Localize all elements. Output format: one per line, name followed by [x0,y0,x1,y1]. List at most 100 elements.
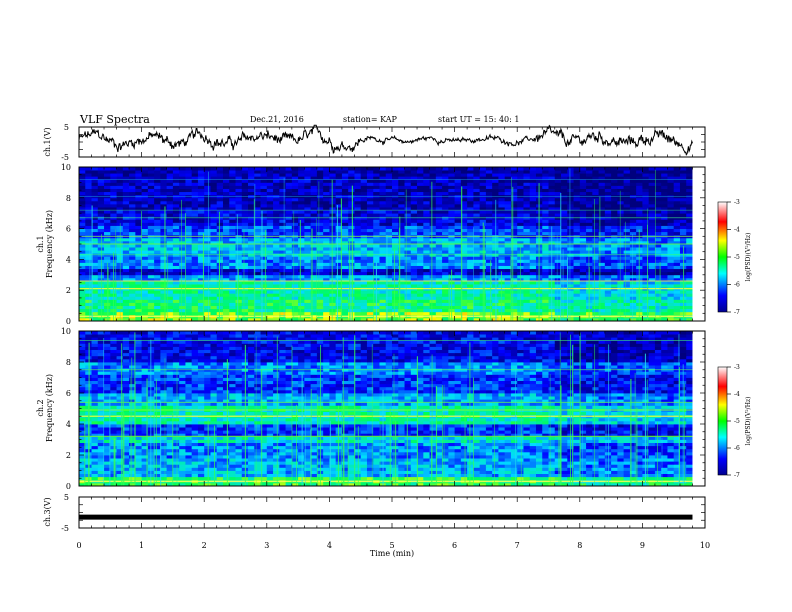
spectrogram-cell [435,170,443,174]
spectrogram-cell [116,207,124,211]
spectrogram-cell [529,305,537,310]
spectrogram-cell [523,228,531,233]
spectrogram-cell [298,299,305,303]
spectrogram-cell [667,219,675,223]
spectrogram-cell [648,280,656,285]
spectrogram-cell [510,296,518,300]
spectrogram-cell [329,265,337,270]
spectrogram-cell [122,231,130,236]
spectrogram-cell [598,219,606,223]
spectrogram-cell [185,170,193,174]
spectrogram-cell [291,317,299,322]
spectrogram-cell [210,250,218,254]
spectrogram-cell [629,231,637,236]
spectrogram-cell [323,256,330,260]
spectrogram-cell [417,222,424,226]
spectrogram-cell [216,228,224,233]
spectrogram-cell [642,247,650,251]
spectrogram-cell [329,317,337,322]
spectrogram-cell [154,280,161,285]
spectrogram-cell [235,225,243,229]
spectrogram-cell [254,299,261,303]
spectrogram-cell [404,219,412,223]
spectrogram-cell [448,197,455,202]
spectrogram-cell [285,311,293,316]
spectrogram-cell [379,271,387,276]
spectrogram-cell [592,296,599,300]
spectrogram-cell [673,262,681,266]
spectrogram-cell [429,259,437,263]
spectrogram-cell [661,299,668,303]
spectrogram-cell [197,247,205,251]
spectrogram-cell [129,308,136,313]
spectrogram-cell [329,311,337,316]
spectrogram-cell [248,203,255,208]
spectrogram-cell [210,225,218,229]
spectrogram-cell [229,228,236,233]
spectrogram-cell [642,274,650,279]
spectrogram-cell [661,317,668,322]
spectrogram-cell [116,317,124,322]
spectrogram-cell [654,188,662,193]
spectrogram-cell [636,213,643,217]
spectrogram-cell [429,302,437,306]
spectrogram-cell [592,262,599,266]
spectrogram-cell [179,296,186,300]
spectrogram-cell [116,176,124,180]
spectrogram-cell [398,256,405,260]
spectrogram-cell [479,179,487,183]
spectrogram-cell [204,213,211,217]
spectrogram-cell [473,311,481,316]
spectrogram-cell [122,240,130,245]
spectrogram-cell [567,302,574,306]
spectrogram-cell [122,271,130,276]
spectrogram-cell [185,311,193,316]
spectrogram-cell [579,182,587,186]
spectrogram-cell [241,302,249,306]
spectrogram-cell [667,213,675,217]
spectrogram-cell [191,290,199,294]
spectrogram-cell [279,182,286,186]
spectrogram-cell [147,265,155,270]
spectrogram-cell [179,173,186,177]
spectrogram-cell [122,213,130,217]
spectrogram-cell [360,317,368,322]
spectrogram-cell [592,228,599,233]
spectrogram-cell [429,317,437,322]
spectrogram-cell [467,197,474,202]
spectrogram-cell [135,203,142,208]
spectrogram-cell [79,167,86,171]
spectrogram-cell [648,219,656,223]
spectrogram-cell [235,219,243,223]
spectrogram-cell [554,256,562,260]
spectrogram-cell [254,244,261,248]
spectrogram-cell [510,219,518,223]
spectrogram-cell [554,305,562,310]
spectrogram-cell [216,293,224,297]
spectrogram-cell [485,274,493,279]
spectrogram-cell [686,293,693,297]
spectrogram-cell [85,170,92,174]
spectrogram-cell [642,256,650,260]
spectrogram-cell [110,207,117,211]
spectrogram-cell [129,265,136,270]
spectrogram-cell [517,179,524,183]
spectrogram-cell [85,305,92,310]
spectrogram-cell [354,305,362,310]
spectrogram-cell [97,210,105,214]
spectrogram-cell [529,280,537,285]
spectrogram-cell [498,265,506,270]
spectrogram-cell [316,176,324,180]
spectrogram-cell [254,317,261,322]
spectrogram-cell [323,311,330,316]
spectrogram-cell [517,185,524,189]
spectrogram-cell [91,271,99,276]
spectrogram-cell [435,176,443,180]
spectrogram-cell [373,240,380,245]
spectrogram-cell [429,213,437,217]
spectrogram-cell [291,191,299,196]
spectrogram-cell [617,237,625,242]
spectrogram-cell [673,256,681,260]
spectrogram-cell [573,244,581,248]
